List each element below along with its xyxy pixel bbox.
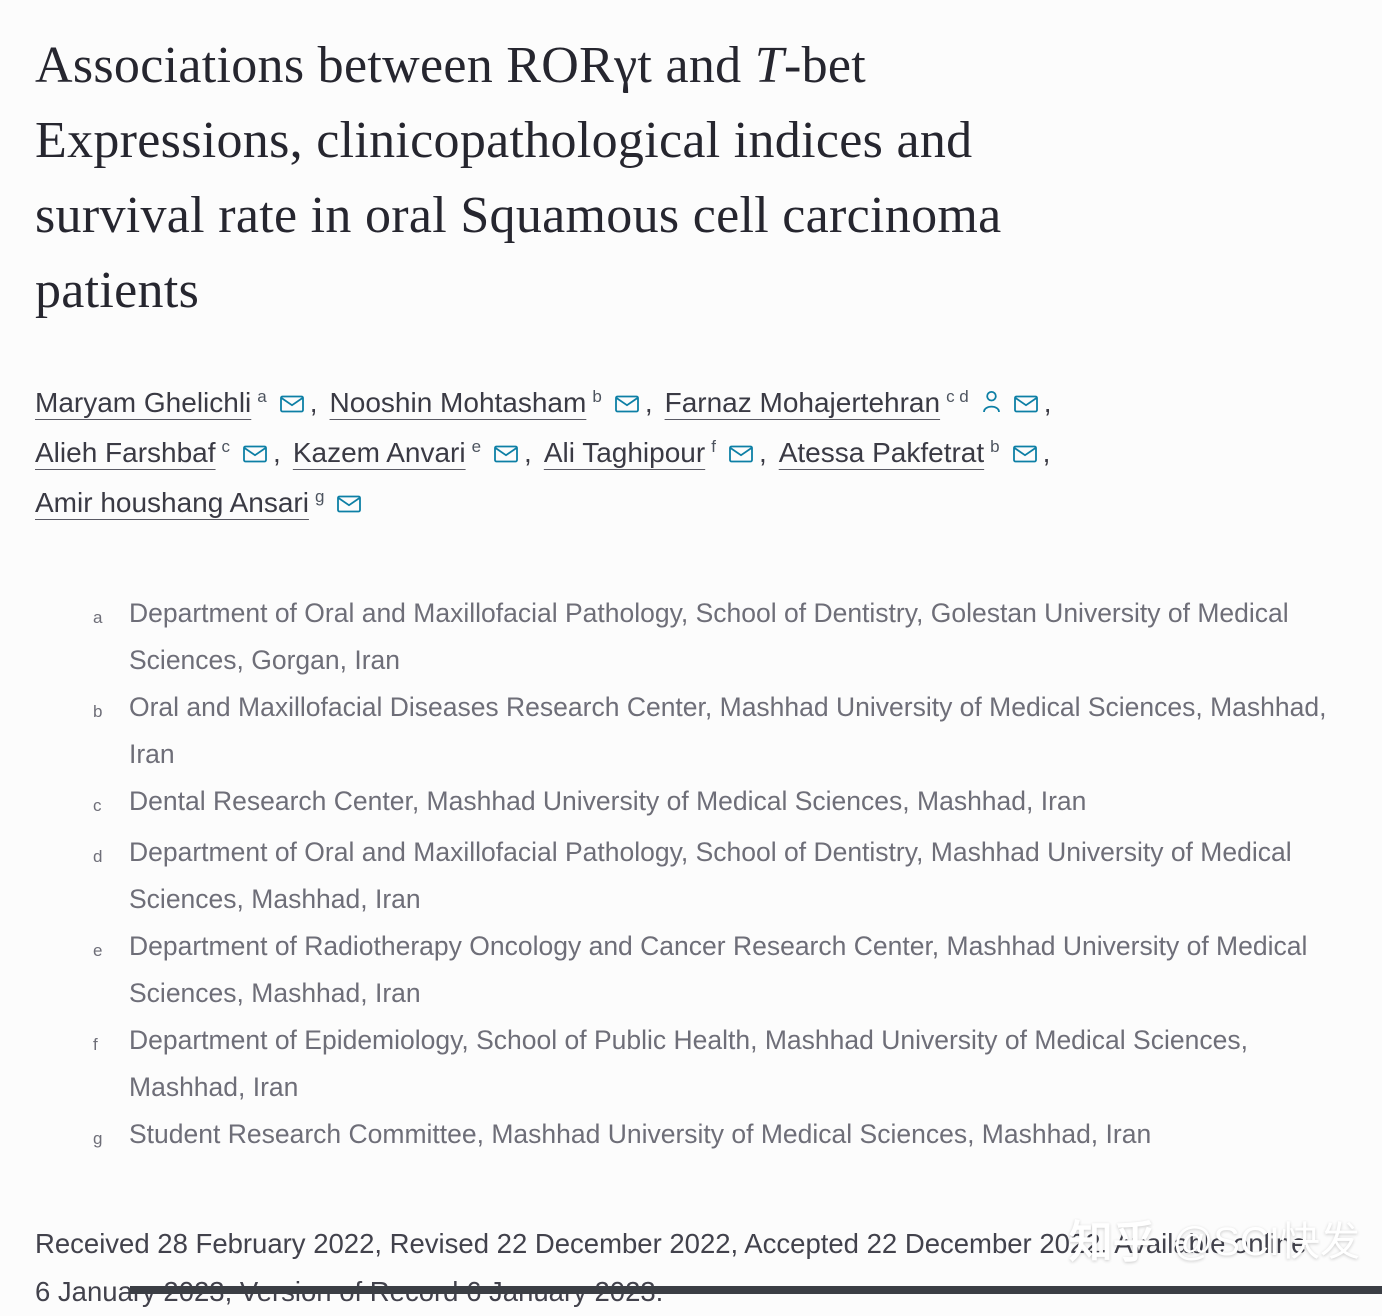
- title-text: Associations between RORγt and: [35, 37, 755, 94]
- author-line: Maryam Ghelichli a, Nooshin Mohtasham b, Far…: [35, 378, 1352, 428]
- author-affiliation-sup: e: [471, 436, 482, 456]
- author-link[interactable]: Ali Taghipour: [543, 437, 706, 468]
- affiliation-text: Student Research Committee, Mashhad Univ…: [129, 1119, 1152, 1149]
- affiliation-list: a Department of Oral and Maxillofacial Pa…: [93, 590, 1352, 1162]
- article-title: Associations between RORγt and T-bet Exp…: [35, 28, 1352, 328]
- affiliation-sup: a: [93, 608, 103, 627]
- author-separator: ,: [273, 437, 281, 468]
- affiliation-sup: g: [93, 1129, 103, 1148]
- affiliation-sup: b: [93, 702, 103, 721]
- author-item: Farnaz Mohajertehran c d: [665, 387, 1038, 418]
- author-affiliation-sup: a: [257, 386, 267, 406]
- author-line: Alieh Farshbaf c, Kazem Anvari e, Ali Taghip…: [35, 428, 1352, 478]
- title-text: -bet: [783, 37, 867, 94]
- affiliation-text: Department of Epidemiology, School of Pu…: [129, 1025, 1248, 1102]
- author-separator: ,: [524, 437, 532, 468]
- email-icon[interactable]: [1013, 395, 1038, 413]
- affiliation-text: Department of Radiotherapy Oncology and …: [129, 931, 1308, 1008]
- author-separator: ,: [1043, 387, 1052, 418]
- affiliation-text: Department of Oral and Maxillofacial Pat…: [129, 837, 1292, 914]
- author-affiliation-sup: g: [314, 486, 325, 506]
- affiliation-text: Dental Research Center, Mashhad Universi…: [129, 786, 1087, 816]
- author-affiliation-sup: b: [990, 436, 1000, 456]
- article-dates: Received 28 February 2022, Revised 22 De…: [35, 1228, 1307, 1307]
- affiliation-row: b Oral and Maxillofacial Diseases Researc…: [93, 684, 1352, 778]
- author-affiliation-sup: c: [221, 436, 231, 456]
- author-link[interactable]: Atessa Pakfetrat: [778, 437, 985, 468]
- email-icon[interactable]: [494, 445, 518, 463]
- email-icon[interactable]: [337, 495, 362, 513]
- author-link[interactable]: Maryam Ghelichli: [35, 387, 252, 418]
- person-icon[interactable]: [982, 390, 1001, 413]
- affiliation-sup: c: [93, 796, 102, 815]
- email-icon[interactable]: [243, 445, 267, 463]
- author-link[interactable]: Farnaz Mohajertehran: [664, 387, 941, 418]
- author-separator: ,: [644, 387, 653, 418]
- title-line-4: patients: [35, 262, 200, 319]
- author-separator: ,: [309, 387, 318, 418]
- author-list: Maryam Ghelichli a, Nooshin Mohtasham b, Far…: [35, 378, 1352, 528]
- title-line-1: Associations between RORγt and T-bet: [35, 28, 1352, 103]
- affiliation-sup: d: [93, 847, 103, 866]
- author-line: Amir houshang Ansari g: [35, 478, 1352, 528]
- affiliation-row: g Student Research Committee, Mashhad Uni…: [93, 1111, 1352, 1162]
- author-item: Maryam Ghelichli a: [35, 387, 304, 418]
- author-item: Alieh Farshbaf c: [35, 437, 267, 468]
- author-item: Amir houshang Ansari g: [35, 486, 362, 518]
- email-icon[interactable]: [1012, 445, 1037, 463]
- author-item: Ali Taghipour f: [544, 437, 753, 468]
- affiliation-row: c Dental Research Center, Mashhad Univers…: [93, 778, 1352, 829]
- affiliation-row: e Department of Radiotherapy Oncology and…: [93, 923, 1352, 1017]
- author-link[interactable]: Nooshin Mohtasham: [329, 387, 587, 418]
- affiliation-sup: e: [93, 941, 103, 960]
- author-separator: ,: [758, 437, 767, 468]
- email-icon[interactable]: [279, 395, 304, 413]
- author-item: Atessa Pakfetrat b: [779, 437, 1037, 468]
- affiliation-row: a Department of Oral and Maxillofacial Pa…: [93, 590, 1352, 684]
- title-line-2: Expressions, clinicopathological indices…: [35, 112, 973, 169]
- author-link[interactable]: Amir houshang Ansari: [35, 487, 309, 518]
- author-affiliation-sup: c d: [946, 386, 969, 406]
- author-link[interactable]: Alieh Farshbaf: [35, 437, 216, 468]
- author-item: Nooshin Mohtasham b: [330, 387, 639, 418]
- next-section-edge: [130, 1286, 1382, 1294]
- author-item: Kazem Anvari e: [293, 437, 518, 468]
- title-italic-t: T: [754, 37, 784, 94]
- author-separator: ,: [1042, 437, 1051, 468]
- affiliation-row: f Department of Epidemiology, School of P…: [93, 1017, 1352, 1111]
- author-affiliation-sup: b: [592, 386, 602, 406]
- title-line-3: survival rate in oral Squamous cell carc…: [35, 187, 1002, 244]
- affiliation-text: Oral and Maxillofacial Diseases Research…: [129, 692, 1327, 769]
- affiliation-row: d Department of Oral and Maxillofacial Pa…: [93, 829, 1352, 923]
- email-icon[interactable]: [729, 445, 753, 463]
- author-link[interactable]: Kazem Anvari: [292, 437, 466, 468]
- affiliation-sup: f: [93, 1035, 98, 1054]
- author-affiliation-sup: f: [711, 436, 716, 456]
- email-icon[interactable]: [614, 395, 639, 413]
- affiliation-text: Department of Oral and Maxillofacial Pat…: [129, 598, 1289, 675]
